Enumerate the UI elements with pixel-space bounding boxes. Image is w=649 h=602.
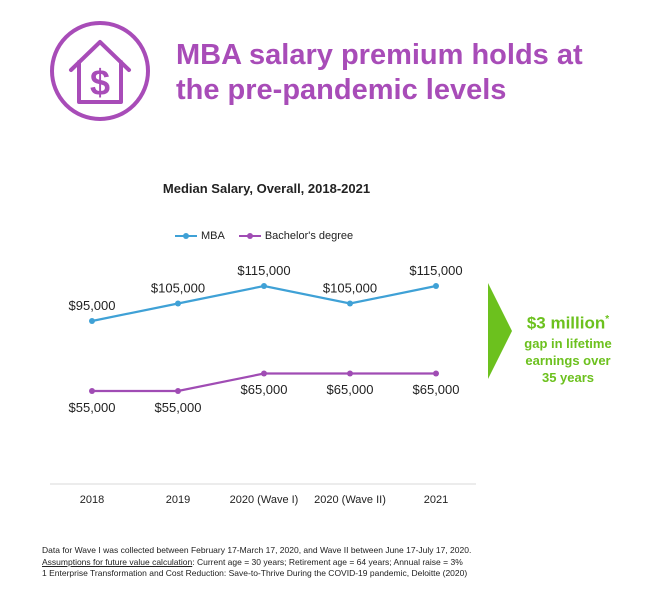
data-label-bachelor: $55,000 (155, 400, 202, 415)
chart-title: Median Salary, Overall, 2018-2021 (162, 181, 371, 196)
data-label-mba: $105,000 (151, 281, 205, 296)
x-tick-label: 2020 (Wave II) (314, 494, 386, 506)
data-point-bachelor (261, 370, 267, 377)
data-point-mba (89, 318, 95, 324)
legend-item-mba: MBA (175, 230, 225, 242)
legend-swatch-mba (175, 233, 197, 239)
footnote-source: 1 Enterprise Transformation and Cost Red… (42, 568, 468, 578)
data-point-bachelor (347, 370, 353, 377)
chart-legend: MBA Bachelor's degree (175, 227, 367, 245)
data-point-mba (175, 300, 181, 307)
data-label-mba: $105,000 (323, 281, 377, 296)
data-point-bachelor (89, 388, 95, 394)
data-label-bachelor: $55,000 (69, 400, 116, 415)
footnote-data-collection: Data for Wave I was collected between Fe… (42, 545, 472, 555)
legend-swatch-bachelor (238, 233, 261, 239)
svg-text:$: $ (90, 62, 110, 103)
data-label-mba: $115,000 (409, 263, 462, 278)
page-title: MBA salary premium holds at the pre-pand… (176, 39, 583, 106)
legend-label-mba: MBA (201, 230, 225, 242)
footnote-assumptions-label: Assumptions for future value calculation (42, 556, 193, 567)
data-point-mba (347, 300, 353, 307)
gap-arrow (488, 283, 512, 379)
gap-line-3: 35 years (541, 369, 595, 385)
data-point-bachelor (175, 388, 181, 394)
data-label-bachelor: $65,000 (327, 382, 374, 397)
data-label-mba: $95,000 (69, 298, 116, 313)
gap-line-2: earnings over (525, 352, 611, 368)
x-tick-label: 2020 (Wave I) (230, 494, 299, 506)
data-point-mba (261, 283, 267, 289)
gap-line-1: gap in lifetime (524, 335, 612, 351)
x-tick-label: 2018 (80, 494, 104, 506)
footnote-assumptions: Assumptions for future value calculation… (42, 557, 642, 569)
data-label-mba: $115,000 (237, 263, 290, 278)
legend-label-bachelor: Bachelor's degree (264, 230, 354, 242)
lifetime-gap-callout: $3 million* gap in lifetime earnings ove… (505, 309, 631, 386)
x-tick-label: 2021 (424, 494, 448, 506)
footnotes: Data for Wave I was collected between Fe… (42, 545, 642, 580)
x-tick-label: 2019 (166, 494, 190, 506)
data-point-mba (433, 283, 439, 289)
gap-asterisk: * (605, 314, 610, 325)
footnote-assumptions-text: : Current age = 30 years; Retirement age… (192, 556, 463, 567)
data-label-bachelor: $65,000 (241, 382, 288, 397)
series-line-mba (91, 284, 437, 323)
legend-item-bachelor: Bachelor's degree (238, 230, 354, 242)
gap-amount: $3 million (526, 313, 606, 333)
data-point-bachelor (433, 370, 439, 377)
house-dollar-icon: $ (50, 21, 150, 121)
gap-headline: $3 million* (505, 309, 631, 335)
data-label-bachelor: $65,000 (413, 382, 460, 397)
